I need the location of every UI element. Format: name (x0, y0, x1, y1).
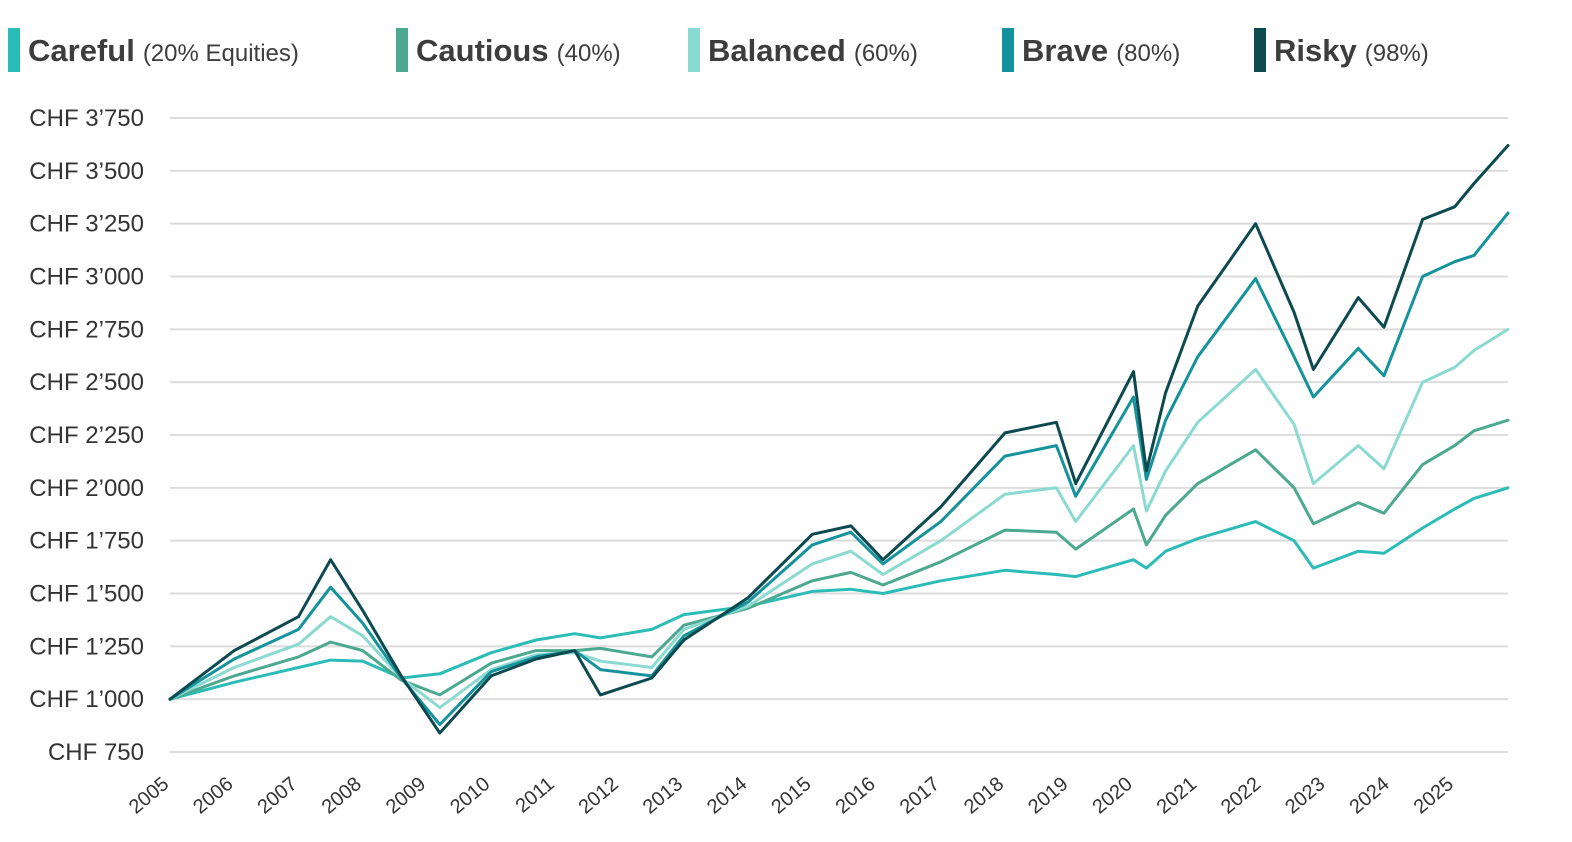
x-tick-label: 2012 (575, 773, 623, 818)
y-tick-label: CHF 3’500 (29, 158, 144, 185)
y-tick-label: CHF 1’500 (29, 581, 144, 608)
legend-name: Balanced (708, 33, 846, 68)
y-tick-label: CHF 1’000 (29, 686, 144, 713)
x-tick-label: 2006 (189, 773, 237, 818)
legend-swatch-risky (1254, 28, 1266, 72)
y-tick-label: CHF 2’000 (29, 475, 144, 502)
legend-entry-cautious: Cautious (40%) (416, 33, 621, 68)
y-tick-label: CHF 1’750 (29, 528, 144, 555)
x-tick-label: 2007 (253, 773, 301, 818)
legend-subtitle: (60%) (854, 40, 918, 67)
legend-swatch-careful (8, 28, 20, 72)
legend-name: Brave (1022, 33, 1108, 68)
x-tick-label: 2021 (1153, 773, 1201, 818)
x-tick-label: 2014 (703, 773, 751, 818)
x-tick-label: 2019 (1024, 773, 1072, 818)
x-tick-label: 2020 (1088, 773, 1136, 818)
legend-entry-balanced: Balanced (60%) (708, 33, 918, 68)
x-tick-label: 2022 (1217, 773, 1265, 818)
x-tick-label: 2017 (896, 773, 944, 818)
y-tick-label: CHF 2’500 (29, 369, 144, 396)
series-lines (168, 144, 1510, 735)
legend-swatch-brave (1002, 28, 1014, 72)
y-axis: CHF 750 CHF 1’000 CHF 1’250 CHF 1’500 CHF 1’… (29, 105, 144, 766)
gridlines (170, 117, 1508, 753)
legend-swatch-cautious (396, 28, 408, 72)
y-tick-label: CHF 2’750 (29, 316, 144, 343)
legend-subtitle: (20% Equities) (143, 40, 299, 67)
series-line-cautious (168, 418, 1510, 701)
x-tick-label: 2005 (125, 773, 173, 818)
series-line-careful (168, 486, 1510, 701)
x-tick-label: 2018 (960, 773, 1008, 818)
x-tick-label: 2010 (446, 773, 494, 818)
series-line-risky (168, 144, 1510, 735)
y-tick-label: CHF 3’000 (29, 264, 144, 291)
x-tick-label: 2011 (512, 773, 559, 818)
y-tick-label: CHF 1’250 (29, 633, 144, 660)
series-line-balanced (168, 327, 1510, 710)
series-line-brave (168, 211, 1510, 726)
x-tick-label: 2016 (832, 773, 880, 818)
legend-subtitle: (98%) (1365, 40, 1429, 67)
legend-name: Risky (1274, 33, 1357, 68)
y-tick-label: CHF 750 (48, 739, 144, 766)
x-axis: 2005 2006 2007 2008 2009 2010 2011 2012 2013 2014… (125, 773, 1458, 818)
legend-entry-brave: Brave (80%) (1022, 33, 1180, 68)
x-tick-label: 2009 (382, 773, 430, 818)
legend-subtitle: (80%) (1116, 40, 1180, 67)
legend-swatch-balanced (688, 28, 700, 72)
x-tick-label: 2023 (1281, 773, 1329, 818)
legend-entry-risky: Risky (98%) (1274, 33, 1429, 68)
legend-entry-careful: Careful (20% Equities) (28, 33, 299, 68)
x-tick-label: 2025 (1410, 773, 1458, 818)
x-tick-label: 2013 (639, 773, 687, 818)
y-tick-label: CHF 2’250 (29, 422, 144, 449)
y-tick-label: CHF 3’750 (29, 105, 144, 132)
x-tick-label: 2015 (767, 773, 815, 818)
y-tick-label: CHF 3’250 (29, 211, 144, 238)
legend-name: Cautious (416, 33, 549, 68)
legend: Careful (20% Equities) Cautious (40%) Balanc… (8, 28, 1429, 72)
x-tick-label: 2024 (1345, 773, 1393, 818)
legend-subtitle: (40%) (557, 40, 621, 67)
x-tick-label: 2008 (318, 773, 366, 818)
legend-name: Careful (28, 33, 135, 68)
